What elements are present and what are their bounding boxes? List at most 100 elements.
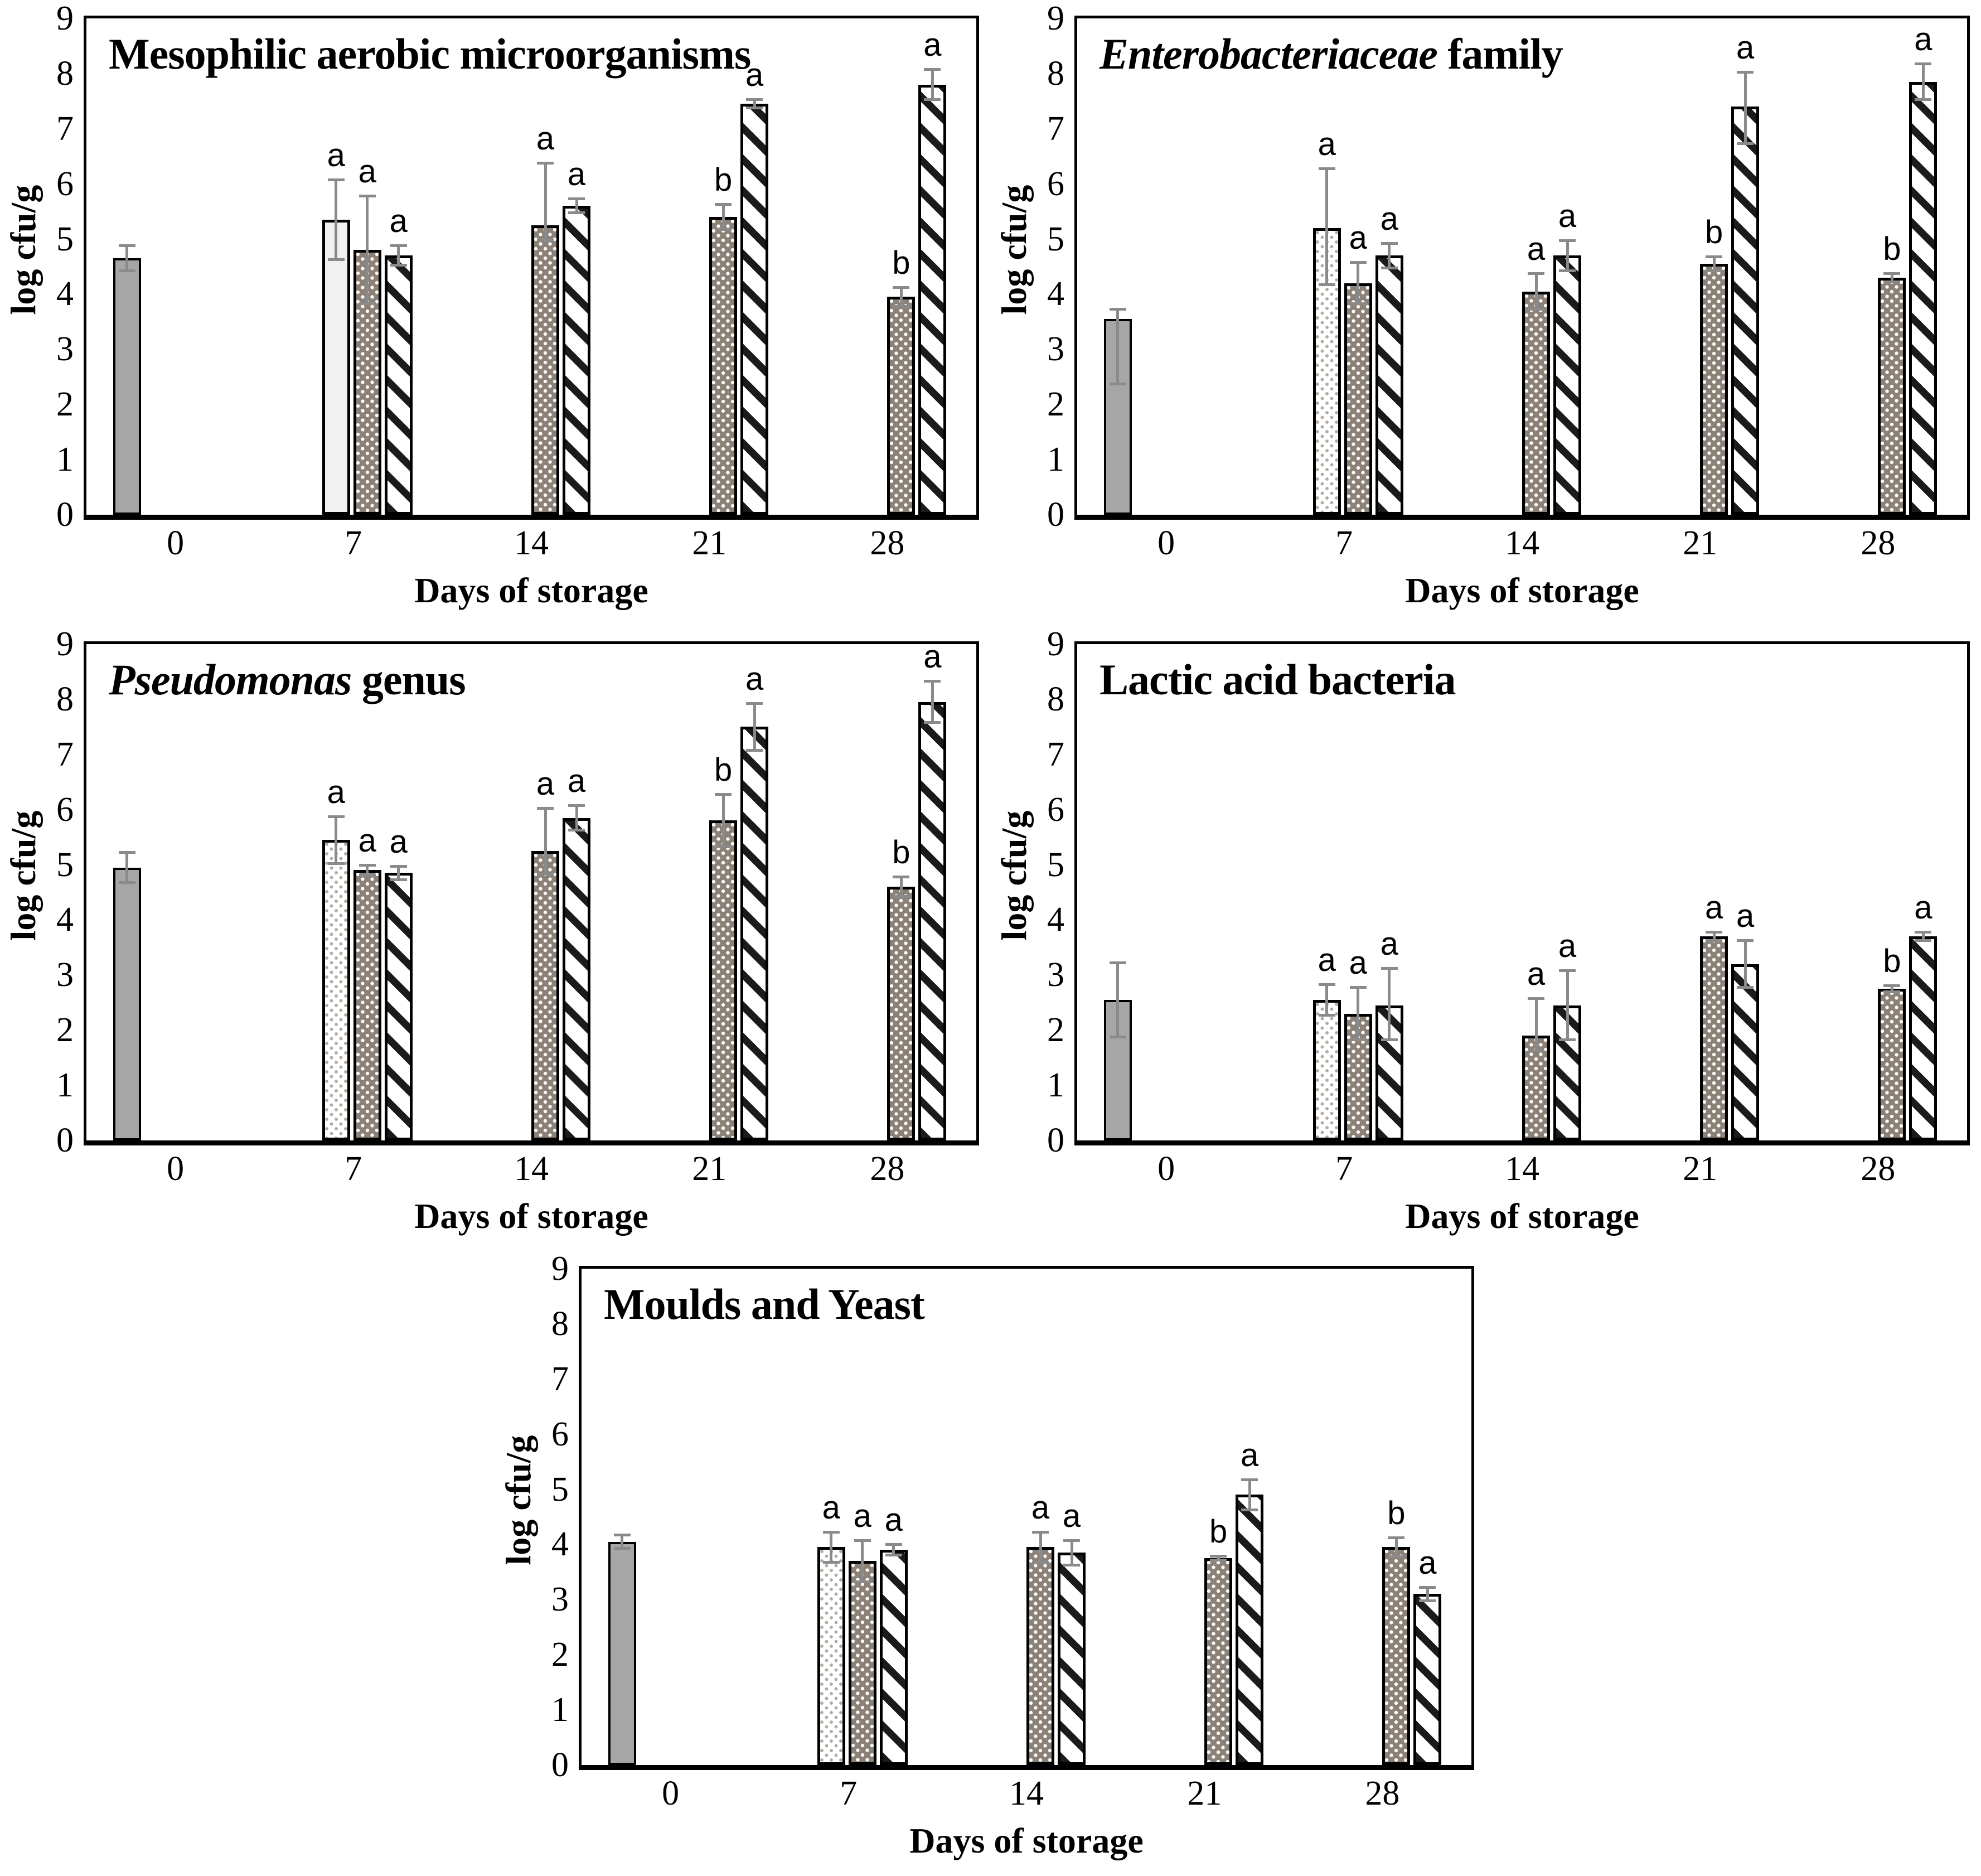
error-bar-cap-top xyxy=(327,815,345,818)
error-bar-line xyxy=(1388,241,1391,269)
error-bar-cap-top xyxy=(537,162,554,165)
x-axis-title: Days of storage xyxy=(909,1821,1144,1860)
error-bar-cap-top xyxy=(885,1543,902,1546)
significance-letter: a xyxy=(1318,126,1336,162)
significance-letter: a xyxy=(327,773,345,810)
error-bar-cap-bottom xyxy=(568,829,585,832)
chart-title: Mesophilic aerobic microorganisms xyxy=(109,29,751,79)
error-bar-cap-bottom xyxy=(327,862,345,865)
bar xyxy=(563,818,590,1140)
bar xyxy=(1700,264,1728,515)
error-bar-cap-top xyxy=(568,804,585,807)
error-bar-line xyxy=(397,244,400,267)
bar xyxy=(740,727,769,1140)
error-bar-cap-bottom xyxy=(1109,382,1126,385)
error-bar-cap-bottom xyxy=(1109,1036,1126,1039)
error-bar-cap-top xyxy=(1388,1536,1405,1539)
significance-letter: b xyxy=(892,834,910,871)
error-bar-cap-top xyxy=(1528,272,1544,275)
error-bar-cap-top xyxy=(1915,931,1932,934)
bar xyxy=(887,887,916,1140)
error-bar-line xyxy=(721,793,725,848)
error-bar-line xyxy=(1743,70,1747,146)
error-bar-line xyxy=(1248,1478,1251,1512)
x-tick-label: 7 xyxy=(1335,524,1353,562)
error-bar-cap-top xyxy=(854,1539,871,1542)
y-tick-label: 5 xyxy=(551,1470,569,1508)
significance-letter: a xyxy=(1349,220,1367,257)
bar xyxy=(384,255,413,515)
bar xyxy=(322,219,350,515)
chart-title: Lactic acid bacteria xyxy=(1100,655,1456,705)
error-bar-cap-top xyxy=(893,286,910,289)
x-tick-label: 21 xyxy=(1187,1775,1222,1812)
y-tick-label: 2 xyxy=(56,1011,74,1050)
error-bar-cap-bottom xyxy=(1737,142,1754,146)
y-tick-label: 3 xyxy=(1047,330,1064,369)
bar xyxy=(709,217,738,515)
error-bar-cap-bottom xyxy=(715,228,732,231)
error-bar-line xyxy=(1743,939,1747,989)
bar xyxy=(1058,1553,1086,1765)
y-tick-label: 5 xyxy=(1047,845,1064,884)
significance-letter: a xyxy=(1318,942,1336,979)
y-tick-label: 5 xyxy=(56,220,74,258)
significance-letter: a xyxy=(1349,945,1367,981)
significance-letter: a xyxy=(884,1502,903,1539)
y-tick-label: 6 xyxy=(1047,790,1064,829)
chart-title-part: genus xyxy=(351,655,466,704)
error-bar-line xyxy=(1357,261,1360,306)
error-bar-cap-bottom xyxy=(359,302,376,306)
error-bar-line xyxy=(1357,986,1360,1041)
significance-letter: a xyxy=(1705,889,1723,926)
error-bar-line xyxy=(125,244,129,272)
significance-letter: a xyxy=(1527,955,1546,992)
significance-letter: a xyxy=(327,137,345,173)
significance-letter: a xyxy=(1914,21,1932,58)
chart-title-part: Pseudomonas xyxy=(109,655,352,704)
x-tick-label: 21 xyxy=(692,524,727,562)
error-bar-line xyxy=(1566,969,1569,1041)
y-tick-label: 6 xyxy=(1047,165,1064,203)
error-bar-cap-bottom xyxy=(1915,939,1932,942)
error-bar-cap-top xyxy=(1559,969,1576,973)
error-bar-cap-bottom xyxy=(854,1580,871,1583)
bar xyxy=(1878,989,1906,1140)
significance-letter: b xyxy=(714,162,733,199)
error-bar-cap-top xyxy=(1241,1478,1258,1481)
significance-letter: a xyxy=(1062,1497,1081,1534)
error-bar-cap-bottom xyxy=(1210,1559,1227,1562)
y-tick-label: 1 xyxy=(56,441,74,479)
significance-letter: a xyxy=(923,27,942,63)
significance-letter: b xyxy=(1387,1495,1406,1531)
chart-title-part: Moulds and Yeast xyxy=(604,1280,925,1328)
error-bar-cap-top xyxy=(1915,62,1932,66)
y-tick-label: 3 xyxy=(551,1580,569,1619)
error-bar-cap-top xyxy=(1737,939,1754,942)
error-bar-cap-top xyxy=(359,195,376,198)
y-tick-label: 2 xyxy=(56,385,74,424)
significance-letter: b xyxy=(714,752,733,788)
error-bar-cap-bottom xyxy=(1706,939,1723,942)
x-tick-label: 0 xyxy=(167,524,185,562)
bar xyxy=(1553,255,1581,515)
chart-title: Moulds and Yeast xyxy=(604,1279,925,1329)
y-tick-label: 9 xyxy=(56,625,74,663)
bar xyxy=(848,1561,876,1765)
bar xyxy=(1731,107,1760,515)
error-bar-line xyxy=(1921,62,1925,101)
error-bar-cap-bottom xyxy=(613,1547,631,1550)
y-tick-label: 8 xyxy=(551,1304,569,1343)
error-bar-cap-bottom xyxy=(1349,302,1367,306)
x-tick-label: 7 xyxy=(345,1150,362,1188)
bar xyxy=(1344,283,1372,515)
y-tick-label: 6 xyxy=(56,165,74,203)
error-bar-cap-bottom xyxy=(1063,1564,1080,1566)
significance-letter: a xyxy=(1527,230,1546,267)
chart-title-part: Lactic acid bacteria xyxy=(1100,655,1456,704)
